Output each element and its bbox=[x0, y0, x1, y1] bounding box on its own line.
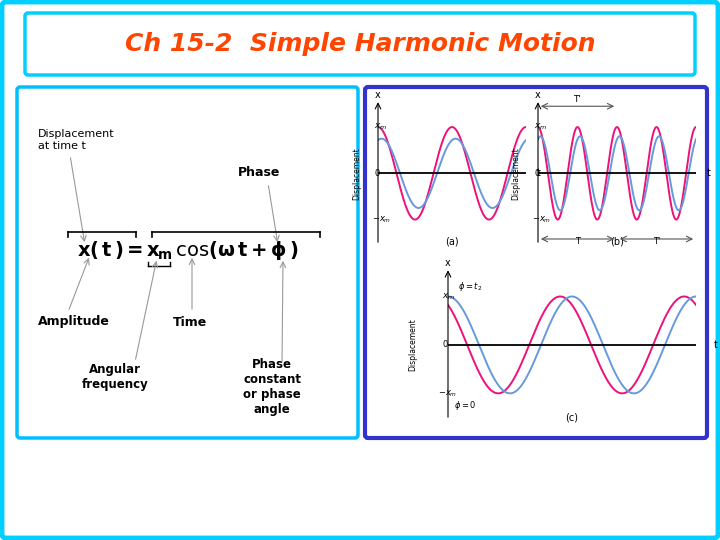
Text: Ch 15-2  Simple Harmonic Motion: Ch 15-2 Simple Harmonic Motion bbox=[125, 32, 595, 56]
Text: $\mathbf{x(\,t\,) = x_{\!m}\,\cos(\omega\,t + \phi\,)}$: $\mathbf{x(\,t\,) = x_{\!m}\,\cos(\omega… bbox=[77, 239, 299, 261]
Text: $-x_m$: $-x_m$ bbox=[531, 214, 551, 225]
Text: Amplitude: Amplitude bbox=[38, 315, 110, 328]
Text: x: x bbox=[445, 259, 451, 268]
Text: $x_m$: $x_m$ bbox=[442, 291, 456, 302]
Text: Phase: Phase bbox=[238, 165, 280, 179]
Text: Displacement: Displacement bbox=[408, 319, 417, 372]
Text: Phase
constant
or phase
angle: Phase constant or phase angle bbox=[243, 358, 301, 416]
Text: t: t bbox=[536, 168, 540, 178]
FancyBboxPatch shape bbox=[17, 87, 358, 438]
Text: $-x_m$: $-x_m$ bbox=[438, 388, 457, 399]
Text: Time: Time bbox=[173, 315, 207, 328]
Text: Displacement: Displacement bbox=[352, 147, 361, 200]
Text: t: t bbox=[714, 340, 717, 350]
Text: x: x bbox=[535, 90, 541, 100]
Text: $x_m$: $x_m$ bbox=[374, 122, 388, 132]
Text: 0: 0 bbox=[374, 169, 379, 178]
FancyBboxPatch shape bbox=[365, 87, 707, 438]
Text: 0: 0 bbox=[534, 169, 539, 178]
Text: Angular
frequency: Angular frequency bbox=[81, 363, 148, 391]
Text: (b): (b) bbox=[610, 237, 624, 247]
Text: $-x_m$: $-x_m$ bbox=[372, 214, 392, 225]
Text: x: x bbox=[375, 90, 381, 100]
Text: Displacement
at time t: Displacement at time t bbox=[38, 129, 114, 151]
Text: $\phi = t_2$: $\phi = t_2$ bbox=[458, 280, 482, 293]
Text: $\phi = 0$: $\phi = 0$ bbox=[454, 399, 477, 412]
Text: (c): (c) bbox=[565, 412, 578, 422]
Text: Displacement: Displacement bbox=[511, 147, 520, 200]
FancyBboxPatch shape bbox=[25, 13, 695, 75]
Text: T': T' bbox=[574, 94, 582, 104]
Text: T': T' bbox=[653, 237, 660, 246]
Text: (a): (a) bbox=[445, 237, 459, 247]
Text: $x_m$: $x_m$ bbox=[534, 122, 548, 132]
Text: 0: 0 bbox=[442, 340, 447, 349]
Text: T: T bbox=[575, 237, 580, 246]
Text: t: t bbox=[707, 168, 711, 178]
